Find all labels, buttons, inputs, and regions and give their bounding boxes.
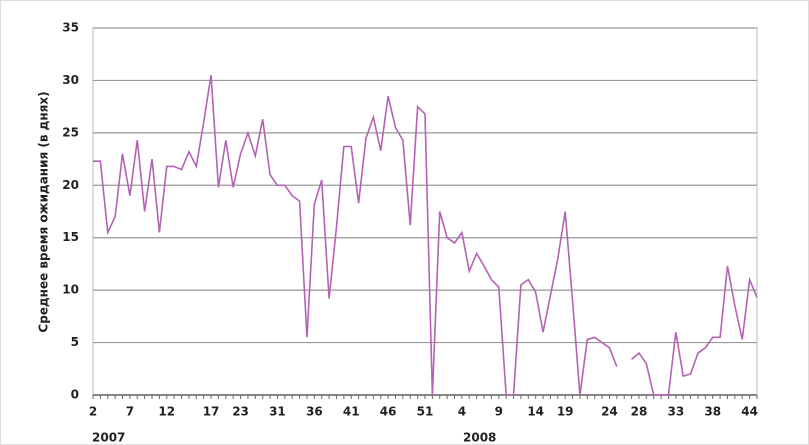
data-line [631, 265, 758, 396]
y-tick-label: 30 [62, 73, 79, 87]
y-axis-label: Среднее время ожидания (в днях) [37, 91, 51, 332]
y-tick-label: 10 [62, 283, 79, 297]
x-tick-label: 46 [380, 405, 397, 419]
x-tick-label: 7 [126, 405, 134, 419]
x-tick-label: 51 [417, 405, 434, 419]
x-tick-label: 31 [269, 405, 286, 419]
y-tick-label: 15 [62, 230, 79, 244]
x-tick-label: 36 [306, 405, 323, 419]
x-tick-label: 44 [741, 405, 758, 419]
x-tick-label: 14 [527, 405, 544, 419]
x-tick-label: 2 [89, 405, 97, 419]
x-tick-label: 28 [631, 405, 648, 419]
year-label: 2008 [463, 431, 496, 445]
data-line [93, 75, 618, 396]
y-tick-label: 25 [62, 125, 79, 139]
x-tick-label: 12 [158, 405, 175, 419]
x-tick-label: 38 [704, 405, 721, 419]
x-tick-label: 19 [557, 405, 574, 419]
y-tick-label: 35 [62, 21, 79, 35]
x-tick-label: 33 [667, 405, 684, 419]
x-tick-label: 17 [203, 405, 220, 419]
y-tick-label: 0 [71, 388, 79, 402]
year-label: 2007 [92, 431, 125, 445]
y-tick-label: 5 [71, 335, 79, 349]
y-tick-label: 20 [62, 178, 79, 192]
x-tick-label: 4 [458, 405, 466, 419]
x-tick-label: 23 [232, 405, 249, 419]
x-tick-label: 9 [495, 405, 503, 419]
x-tick-label: 41 [343, 405, 360, 419]
x-tick-label: 24 [601, 405, 618, 419]
